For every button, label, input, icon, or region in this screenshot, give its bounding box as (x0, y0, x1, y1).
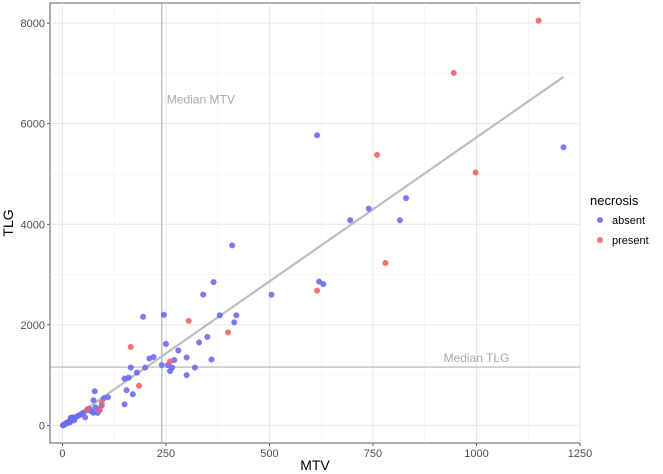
point-absent (396, 217, 403, 224)
point-absent (320, 281, 327, 288)
x-tick-label: 250 (157, 448, 175, 460)
median-mtv-label: Median MTV (167, 93, 235, 107)
reference-lines: Median MTV Median TLG (50, 3, 580, 443)
y-tick-label: 8000 (21, 18, 45, 30)
point-absent (183, 354, 190, 361)
point-absent (150, 354, 157, 361)
point-absent (183, 372, 190, 379)
point-absent (169, 364, 176, 371)
y-axis-ticks: 0 2000 4000 6000 8000 (21, 18, 50, 432)
point-absent (91, 388, 98, 395)
point-absent (121, 401, 128, 408)
x-tick-label: 500 (260, 448, 278, 460)
point-present (382, 259, 389, 266)
legend-title: necrosis (590, 193, 639, 208)
point-absent (133, 369, 140, 376)
point-present (374, 151, 381, 158)
point-present (127, 343, 134, 350)
legend-label-absent: absent (612, 215, 645, 227)
point-absent (365, 205, 372, 212)
point-absent (162, 340, 169, 347)
point-present (314, 287, 321, 294)
data-points (59, 17, 567, 429)
x-tick-label: 1000 (464, 448, 488, 460)
point-absent (191, 364, 198, 371)
major-gridlines (50, 3, 581, 443)
point-absent (125, 374, 132, 381)
point-absent (229, 242, 236, 249)
point-absent (127, 364, 134, 371)
point-present (535, 17, 542, 24)
x-tick-label: 1250 (568, 448, 592, 460)
point-absent (200, 291, 207, 298)
point-absent (216, 312, 223, 319)
point-absent (233, 312, 240, 319)
point-present (98, 399, 105, 406)
point-absent (140, 313, 147, 320)
y-tick-label: 0 (39, 420, 45, 432)
point-absent (175, 347, 182, 354)
point-present (472, 169, 479, 176)
point-absent (210, 279, 217, 286)
y-tick-label: 2000 (21, 320, 45, 332)
point-present (185, 317, 192, 324)
point-absent (129, 391, 136, 398)
x-tick-label: 0 (59, 448, 65, 460)
legend: necrosis absent present (590, 193, 649, 247)
point-absent (196, 339, 203, 346)
y-axis-title: TLG (0, 209, 16, 236)
point-present (225, 329, 232, 336)
point-absent (90, 397, 97, 404)
point-absent (403, 195, 410, 202)
point-absent (160, 311, 167, 318)
point-absent (208, 356, 215, 363)
point-absent (560, 144, 567, 151)
point-absent (231, 319, 238, 326)
point-present (450, 69, 457, 76)
point-present (136, 382, 143, 389)
legend-key-absent (597, 217, 603, 223)
x-axis-title: MTV (300, 457, 330, 473)
median-tlg-label: Median TLG (444, 351, 510, 365)
point-present (84, 406, 91, 413)
legend-label-present: present (612, 235, 649, 247)
y-tick-label: 4000 (21, 219, 45, 231)
y-tick-label: 6000 (21, 119, 45, 131)
point-absent (104, 394, 111, 401)
legend-key-present (597, 237, 603, 243)
legend-items: absent present (597, 215, 649, 247)
point-absent (82, 414, 89, 421)
point-absent (268, 291, 275, 298)
point-present (167, 358, 174, 365)
plot-panel (49, 2, 581, 444)
minor-gridlines (50, 3, 580, 443)
point-present (96, 407, 103, 414)
point-absent (204, 333, 211, 340)
point-absent (123, 387, 130, 394)
point-absent (142, 364, 149, 371)
x-tick-label: 750 (364, 448, 382, 460)
point-absent (158, 362, 165, 369)
point-absent (347, 217, 354, 224)
x-axis-ticks: 0 250 500 750 1000 1250 (59, 443, 592, 460)
point-absent (314, 132, 321, 139)
